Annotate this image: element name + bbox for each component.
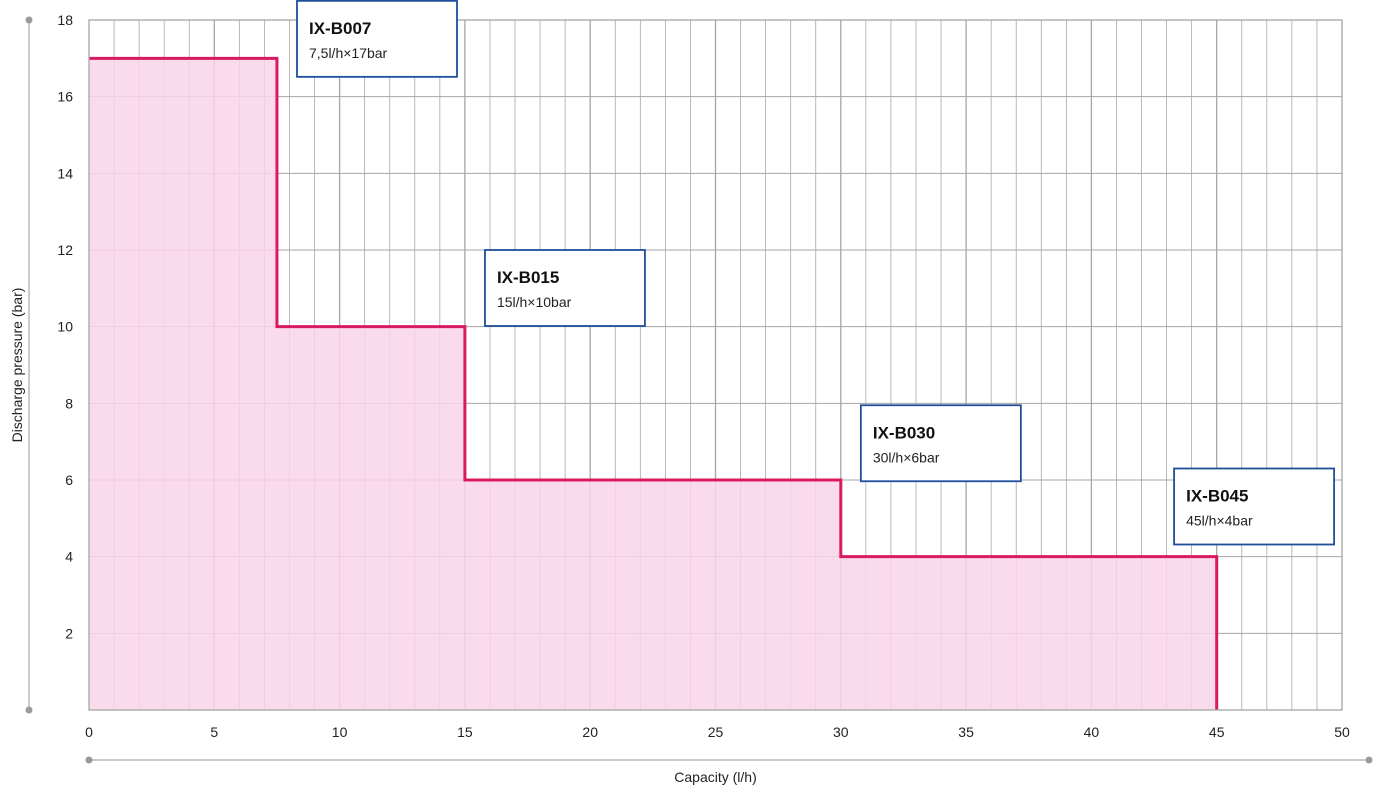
annotation-spec: 30l/h×6bar [873,449,940,465]
series-area [89,56,1219,711]
x-tick-label: 40 [1084,724,1100,740]
annotation-model: IX-B007 [309,19,371,38]
x-tick-label: 20 [582,724,598,740]
y-tick-label: 12 [57,242,73,258]
x-tick-label: 5 [210,724,218,740]
plot-border [88,19,1343,711]
x-axis-end-dot [1365,756,1373,764]
annotation-frame [484,249,646,327]
annotation-box: IX-B045 45l/h×4bar [1173,467,1335,546]
y-tick-label: 14 [57,165,73,181]
tick-labels: 0 5 10 15 20 25 30 35 40 45 50 2 4 6 8 10 12 14 16 18 [57,12,1350,740]
annotation-frame [1173,467,1335,546]
x-tick-label: 50 [1334,724,1350,740]
x-tick-label: 0 [85,724,93,740]
annotation-box: IX-B007 7,5l/h×17bar [296,0,458,78]
x-tick-label: 15 [457,724,473,740]
annotation-box: IX-B015 15l/h×10bar [484,249,646,327]
y-tick-label: 2 [65,625,73,641]
annotation-frame [859,404,1022,483]
series-fill [89,58,1217,711]
annotation-spec: 15l/h×10bar [497,294,572,310]
annotations: IX-B0077,5l/h×17barIX-B01515l/h×10barIX-… [296,0,1335,546]
y-tick-label: 6 [65,472,73,488]
x-tick-label: 25 [708,724,724,740]
y-tick-label: 16 [57,89,73,105]
annotation-spec: 45l/h×4bar [1186,513,1253,529]
y-tick-label: 8 [65,395,73,411]
annotation-model: IX-B030 [873,423,935,442]
annotation-spec: 7,5l/h×17bar [309,45,388,61]
x-axis-end-dot [85,756,93,764]
x-tick-label: 30 [833,724,849,740]
x-axis-title: Capacity (l/h) [674,769,756,785]
axes [25,16,1373,764]
x-tick-label: 10 [332,724,348,740]
y-axis-end-dot [25,706,33,714]
y-axis-title: Discharge pressure (bar) [9,288,25,443]
plot-frame [88,19,1343,711]
y-tick-label: 4 [65,549,73,565]
x-tick-label: 35 [958,724,974,740]
y-tick-label: 10 [57,319,73,335]
x-tick-label: 45 [1209,724,1225,740]
annotation-box: IX-B030 30l/h×6bar [859,404,1022,483]
annotation-model: IX-B015 [497,268,559,287]
y-tick-label: 18 [57,12,73,28]
annotation-frame [296,0,458,78]
y-axis-end-dot [25,16,33,24]
annotation-model: IX-B045 [1186,487,1248,506]
series-line [89,56,1219,710]
